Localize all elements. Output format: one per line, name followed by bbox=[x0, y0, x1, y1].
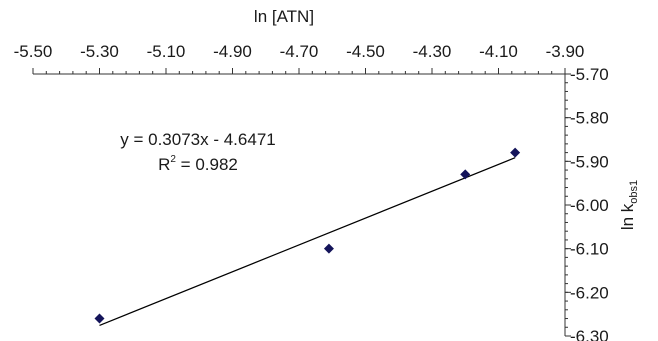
y-axis-title-main: ln k bbox=[618, 203, 637, 230]
trendline-equation: y = 0.3073x - 4.6471 bbox=[120, 130, 275, 149]
data-point bbox=[460, 169, 471, 180]
x-axis: -5.50 -5.30 -5.10 -4.90 -4.70 -4.50 -4.30 -4.10… bbox=[14, 42, 585, 75]
y-axis-title: ln kobs1 bbox=[618, 180, 640, 230]
y-tick-label: -5.90 bbox=[570, 152, 609, 171]
trendline bbox=[99, 157, 516, 326]
x-tick-label: -3.90 bbox=[546, 42, 585, 61]
x-tick-label: -4.70 bbox=[280, 42, 319, 61]
data-points bbox=[94, 147, 521, 324]
x-tick-label: -5.10 bbox=[147, 42, 186, 61]
data-point bbox=[323, 243, 334, 254]
y-tick-label: -6.10 bbox=[570, 240, 609, 259]
r-label: R bbox=[158, 155, 170, 174]
data-point bbox=[510, 147, 521, 158]
r-squared-label: R2 = 0.982 bbox=[158, 154, 238, 174]
r-value: = 0.982 bbox=[176, 155, 238, 174]
y-axis: -5.70 -5.80 -5.90 -6.00 -6.10 -6.20 -6.30 bbox=[564, 65, 609, 341]
y-tick-label: -6.20 bbox=[570, 283, 609, 302]
y-tick-label: -6.30 bbox=[570, 327, 609, 341]
x-tick-label: -4.50 bbox=[346, 42, 385, 61]
x-tick-label: -4.10 bbox=[479, 42, 518, 61]
y-tick-label: -5.80 bbox=[570, 109, 609, 128]
x-tick-label: -4.30 bbox=[413, 42, 452, 61]
data-point bbox=[94, 313, 105, 324]
x-axis-title: ln [ATN] bbox=[254, 7, 314, 26]
x-tick-label: -5.50 bbox=[14, 42, 53, 61]
x-tick-label: -4.90 bbox=[213, 42, 252, 61]
r-exponent: 2 bbox=[170, 154, 176, 165]
x-tick-label: -5.30 bbox=[80, 42, 119, 61]
y-axis-title-subscript: obs1 bbox=[628, 180, 640, 204]
y-tick-label: -5.70 bbox=[570, 65, 609, 84]
y-tick-label: -6.00 bbox=[570, 196, 609, 215]
trendline-group bbox=[99, 157, 516, 326]
